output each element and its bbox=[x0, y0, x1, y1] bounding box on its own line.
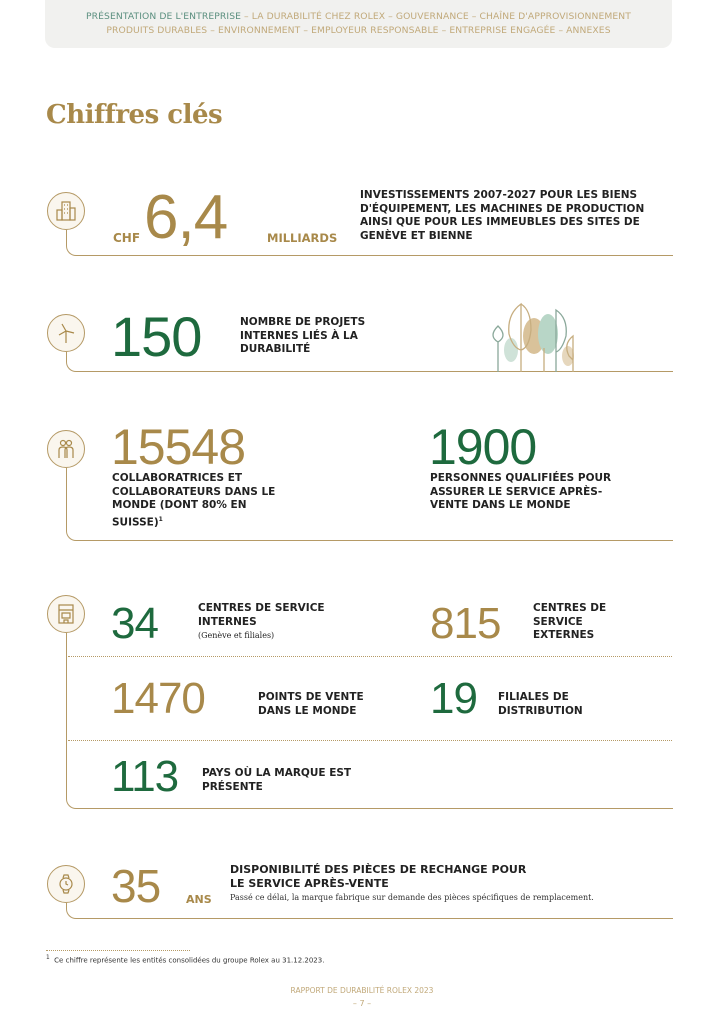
staff-text: COLLABORATRICES ET COLLABORATEURS DANS L… bbox=[112, 472, 276, 528]
countries-value: 113 bbox=[111, 752, 179, 801]
divider bbox=[68, 740, 672, 741]
page-title: Chiffres clés bbox=[46, 100, 223, 130]
parts-description: DISPONIBILITÉ DES PIÈCES DE RECHANGE POU… bbox=[230, 863, 527, 890]
nav-sections-line1[interactable]: – LA DURABILITÉ CHEZ ROLEX – GOUVERNANCE… bbox=[241, 11, 631, 22]
footnote-marker: 1 bbox=[158, 515, 163, 523]
parts-note: Passé ce délai, la marque fabrique sur d… bbox=[230, 893, 594, 902]
buildings-icon bbox=[47, 192, 85, 230]
watch-icon bbox=[47, 865, 85, 903]
investment-description: INVESTISSEMENTS 2007-2027 POUR LES BIENS… bbox=[360, 189, 645, 242]
parts-years-value: 35 bbox=[111, 860, 161, 912]
internal-centres-description: CENTRES DE SERVICE INTERNES (Genève et fi… bbox=[198, 602, 338, 643]
footnote: 1 Ce chiffre représente les entités cons… bbox=[46, 955, 324, 964]
external-centres-value: 815 bbox=[430, 599, 501, 648]
service-staff-value: 1900 bbox=[429, 419, 537, 475]
parts-years-unit: ANS bbox=[186, 893, 212, 906]
investment-unit: MILLIARDS bbox=[267, 231, 338, 245]
investment-value: 6,4 bbox=[144, 183, 228, 252]
nav-current-section[interactable]: PRÉSENTATION DE L'ENTREPRISE bbox=[85, 11, 242, 22]
countries-description: PAYS OÙ LA MARQUE EST PRÉSENTE bbox=[202, 767, 352, 793]
internal-centres-note: (Genève et filiales) bbox=[198, 631, 275, 640]
currency-label: CHF bbox=[113, 231, 141, 245]
people-icon bbox=[47, 430, 85, 468]
footnote-text: Ce chiffre représente les entités consol… bbox=[54, 956, 325, 965]
sales-points-value: 1470 bbox=[111, 674, 206, 723]
sales-points-description: POINTS DE VENTE DANS LE MONDE bbox=[258, 691, 364, 717]
footnote-mark: 1 bbox=[46, 955, 50, 961]
section-navigation: PRÉSENTATION DE L'ENTREPRISE – LA DURABI… bbox=[45, 0, 672, 48]
section-frame bbox=[66, 903, 673, 919]
footer-report-title: RAPPORT DE DURABILITÉ ROLEX 2023 bbox=[290, 986, 434, 995]
footnote-divider bbox=[46, 950, 190, 951]
subsidiaries-value: 19 bbox=[430, 674, 478, 723]
section-frame bbox=[66, 352, 673, 372]
internal-centres-value: 34 bbox=[111, 599, 159, 648]
storefront-icon bbox=[47, 595, 85, 633]
section-frame bbox=[66, 230, 673, 256]
page-number: – 7 – bbox=[352, 999, 372, 1008]
section-frame bbox=[66, 468, 673, 541]
staff-description: COLLABORATRICES ET COLLABORATEURS DANS L… bbox=[112, 472, 287, 530]
wind-turbine-icon bbox=[47, 314, 85, 352]
staff-value: 15548 bbox=[111, 419, 246, 475]
projects-value: 150 bbox=[111, 305, 202, 368]
projects-description: NOMBRE DE PROJETS INTERNES LIÉS À LA DUR… bbox=[240, 316, 366, 355]
trees-illustration bbox=[492, 302, 574, 372]
section-frame bbox=[66, 633, 673, 809]
nav-sections-line2[interactable]: PRODUITS DURABLES – ENVIRONNEMENT – EMPL… bbox=[106, 25, 611, 36]
service-staff-description: PERSONNES QUALIFIÉES POUR ASSURER LE SER… bbox=[430, 472, 612, 511]
external-centres-description: CENTRES DE SERVICE EXTERNES bbox=[533, 602, 607, 641]
divider bbox=[68, 656, 672, 657]
internal-centres-text: CENTRES DE SERVICE INTERNES bbox=[198, 602, 325, 628]
subsidiaries-description: FILIALES DE DISTRIBUTION bbox=[498, 691, 583, 717]
